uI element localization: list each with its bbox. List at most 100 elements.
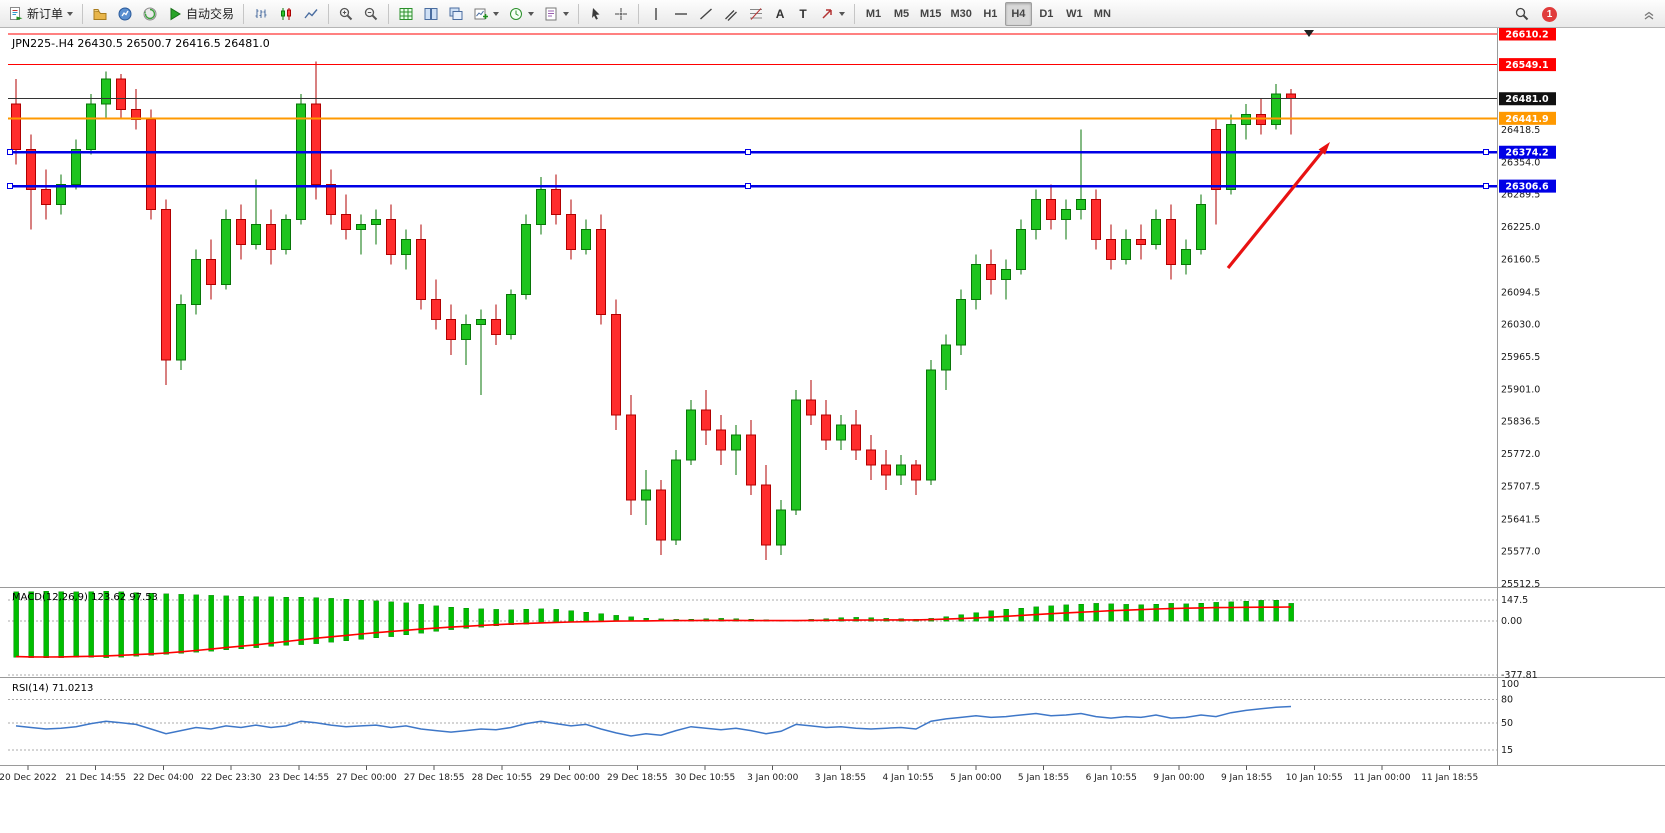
time-axis-label: 6 Jan 10:55 <box>1086 773 1137 783</box>
templates-button[interactable] <box>539 2 573 26</box>
svg-text:26610.2: 26610.2 <box>1505 30 1548 41</box>
crosshair-tool-button[interactable] <box>609 2 633 26</box>
toolbar-separator <box>82 3 84 24</box>
zoom-out-button[interactable] <box>359 2 383 26</box>
price-tick-label: 26418.5 <box>1501 125 1540 136</box>
timeframe-m30-button[interactable]: M30 <box>946 2 975 26</box>
auto-trading-button[interactable]: 自动交易 <box>163 2 238 26</box>
time-axis-label: 11 Jan 18:55 <box>1421 773 1478 783</box>
new-order-label: 新订单 <box>27 7 64 21</box>
timeframe-m15-button[interactable]: M15 <box>916 2 945 26</box>
fibonacci-tool-button[interactable] <box>744 2 768 26</box>
zoom-out-icon <box>364 7 378 20</box>
toolbar-separator <box>243 3 245 24</box>
price-tick-label: 26225.0 <box>1501 222 1540 233</box>
main-toolbar: 新订单 自动交易 <box>0 0 1665 28</box>
auto-trading-play-icon <box>170 7 181 20</box>
time-axis-label: 5 Jan 00:00 <box>950 773 1002 783</box>
bid-price-label <box>1499 92 1556 106</box>
navigator-button[interactable] <box>138 2 162 26</box>
grid-button[interactable] <box>394 2 418 26</box>
price-tick-label: 25512.5 <box>1501 579 1540 590</box>
clock-periods-icon <box>510 7 523 20</box>
line-chart-button[interactable] <box>299 2 323 26</box>
periods-button[interactable] <box>504 2 538 26</box>
macd-indicator-label: MACD(12,26,9) 123.62 97.53 <box>12 592 158 603</box>
collapse-toolbar-button[interactable] <box>1637 2 1661 26</box>
new-order-button[interactable]: 新订单 <box>4 2 77 26</box>
text-label-tool-button[interactable]: T <box>792 2 814 26</box>
new-chart-icon <box>474 8 489 19</box>
trendline-tool-button[interactable] <box>694 2 718 26</box>
vertical-line-tool-button[interactable] <box>644 2 668 26</box>
arrows-tool-button[interactable] <box>815 2 849 26</box>
rsi-scale-label: 80 <box>1501 695 1513 706</box>
price-tick-label: 26094.5 <box>1501 287 1540 298</box>
price-tick-label: 26289.5 <box>1501 190 1540 201</box>
timeframe-m5-button[interactable]: M5 <box>888 2 915 26</box>
timeframe-w1-button[interactable]: W1 <box>1061 2 1088 26</box>
price-tick-label: 26030.0 <box>1501 320 1540 331</box>
bar-chart-button[interactable] <box>249 2 273 26</box>
timeframe-mn-button[interactable]: MN <box>1089 2 1116 26</box>
hline-price-label <box>1499 179 1556 193</box>
cursor-tool-button[interactable] <box>584 2 608 26</box>
channel-tool-button[interactable] <box>719 2 743 26</box>
chart-area: JPN225-.H4 26430.5 26500.7 26416.5 26481… <box>0 27 1665 833</box>
crosshair-icon <box>615 7 628 20</box>
text-tool-icon: A <box>775 6 785 21</box>
toolbar-separator <box>328 3 330 24</box>
lines-layer <box>15 142 1330 737</box>
search-button[interactable] <box>1510 2 1534 26</box>
bar-chart-icon <box>255 8 267 18</box>
time-axis-label: 28 Dec 10:55 <box>472 773 533 783</box>
notification-badge[interactable]: 1 <box>1542 6 1557 22</box>
dropdown-caret-icon <box>528 11 535 16</box>
new-chart-button[interactable] <box>469 2 503 26</box>
horizontal-line-tool-button[interactable] <box>669 2 693 26</box>
timeframe-h4-button[interactable]: H4 <box>1004 1 1032 26</box>
price-tick-label: 25577.0 <box>1501 547 1540 558</box>
toolbar-separator <box>388 3 390 24</box>
svg-text:26374.2: 26374.2 <box>1505 148 1548 159</box>
timeframe-d1-button[interactable]: D1 <box>1033 2 1060 26</box>
time-axis-label: 21 Dec 14:55 <box>65 773 126 783</box>
time-axis-label: 22 Dec 23:30 <box>201 773 262 783</box>
trendline-icon <box>700 7 713 20</box>
trend-arrow <box>1226 151 1324 270</box>
rsi-indicator-label: RSI(14) 71.0213 <box>12 683 93 694</box>
auto-trading-label: 自动交易 <box>186 7 235 21</box>
line-chart-icon <box>304 8 318 18</box>
zoom-in-button[interactable] <box>334 2 358 26</box>
fibonacci-icon <box>750 7 763 20</box>
profiles-button[interactable] <box>88 2 112 26</box>
cascade-windows-button[interactable] <box>444 2 468 26</box>
tile-windows-button[interactable] <box>419 2 443 26</box>
time-axis-label: 27 Dec 00:00 <box>336 773 397 783</box>
toolbar-right-group: 1 <box>1510 0 1557 28</box>
chart-canvas[interactable]: JPN225-.H4 26430.5 26500.7 26416.5 26481… <box>0 27 1665 833</box>
svg-text:26481.0: 26481.0 <box>1505 94 1549 105</box>
trend-arrow-head <box>1318 142 1330 155</box>
time-axis-label: 29 Dec 00:00 <box>539 773 600 783</box>
time-axis-label: 22 Dec 04:00 <box>133 773 194 783</box>
time-axis-label: 23 Dec 14:55 <box>269 773 330 783</box>
candlestick-chart-button[interactable] <box>274 2 298 26</box>
dropdown-caret-icon <box>67 11 74 16</box>
hlines-layer <box>7 33 1497 190</box>
time-axis-label: 29 Dec 18:55 <box>607 773 668 783</box>
macd-scale-label: 147.5 <box>1501 595 1528 606</box>
hline-price-label <box>1499 58 1556 72</box>
templates-icon <box>545 7 557 20</box>
market-watch-button[interactable] <box>113 2 137 26</box>
price-tick-label: 25901.0 <box>1501 384 1540 395</box>
timeframe-m1-button[interactable]: M1 <box>860 2 887 26</box>
cascade-windows-icon <box>449 7 463 20</box>
time-axis-label: 3 Jan 18:55 <box>815 773 866 783</box>
text-tool-button[interactable]: A <box>769 2 791 26</box>
price-tick-label: 26354.0 <box>1501 157 1540 168</box>
hline-price-label <box>1499 111 1556 125</box>
arrows-icon <box>822 8 832 19</box>
time-axis-label: 9 Jan 00:00 <box>1153 773 1205 783</box>
timeframe-h1-button[interactable]: H1 <box>977 2 1004 26</box>
